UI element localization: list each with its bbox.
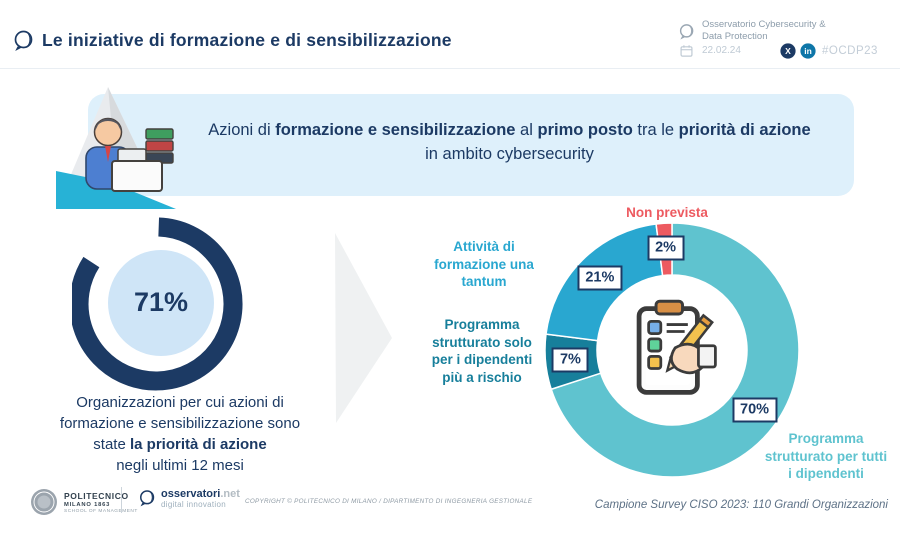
header: Le iniziative di formazione e di sensibi… [0,0,900,69]
politecnico-emblem-icon [31,489,57,515]
slice-label-dipendenti-rischio: Programma strutturato solo per i dipende… [431,317,533,385]
date-label: 22.02.24 [702,45,741,56]
osservatori-name: osservatori.net [161,488,240,500]
observatory-name-line2: Data Protection [702,30,768,42]
clipboard-checklist-icon [636,299,717,395]
observatory-logo-icon [679,24,694,40]
politecnico-line2: MILANO 1863 [64,502,111,508]
x-twitter-icon[interactable]: X [780,43,796,59]
gauge-chart-svg [72,217,243,391]
politecnico-logo: POLITECNICO MILANO 1863 SCHOOL OF MANAGE… [30,486,140,520]
observatory-name: Osservatorio Cybersecurity & Data Protec… [702,19,826,42]
osservatori-net-suffix: .net [220,488,240,500]
osservatori-footer-icon [140,490,155,507]
slice-percent-label: 21% [577,265,623,291]
calendar-icon [680,45,693,57]
hashtag-label: #OCDP23 [822,45,878,57]
arrow-right-icon [335,233,392,423]
footer-divider [121,487,122,513]
politecnico-line1: POLITECNICO [64,491,129,501]
politecnico-line3: SCHOOL OF MANAGEMENT [64,509,138,514]
osservatori-logo: osservatori.net digital innovation [138,487,248,517]
slice-percent-label: 70% [732,397,778,423]
donut-chart: 70% 7% 21% 2% [542,220,802,480]
gauge-value-label: 71% [133,287,189,317]
observatory-name-line1: Osservatorio Cybersecurity & [702,19,826,30]
brand-block: Osservatorio Cybersecurity & Data Protec… [676,16,888,62]
osservatori-tagline: digital innovation [161,500,226,509]
copyright-text: COPYRIGHT © POLITECNICO DI MILANO / DIPA… [245,498,533,505]
linkedin-icon[interactable]: in [800,43,816,59]
banner-text: Azioni di formazione e sensibilizzazione… [208,121,811,163]
svg-text:in: in [804,46,812,56]
politecnico-text: POLITECNICO MILANO 1863 SCHOOL OF MANAGE… [64,491,138,514]
gauge-arc [72,217,243,391]
gauge-caption: Organizzazioni per cui azioni di formazio… [59,394,301,474]
slice-label-non-prevista: Non prevista [626,205,708,220]
page-title: Le iniziative di formazione e di sensibi… [42,30,452,50]
slice-label-tutti-dipendenti: Programma strutturato per tutti i dipend… [764,431,888,481]
highlight-banner: Azioni di formazione e sensibilizzazione… [88,94,854,196]
slice-percent-label: 2% [647,235,685,261]
slice-percent-label: 7% [551,347,589,373]
osservatori-bubble-icon [14,30,33,51]
source-note: Campione Survey CISO 2023: 110 Grandi Or… [594,499,888,511]
slice-label-una-tantum: Attività di formazione una tantum [434,239,534,289]
person-at-desk-illustration [56,87,176,209]
gauge-inner-circle [108,250,214,356]
footer: POLITECNICO MILANO 1863 SCHOOL OF MANAGE… [0,480,900,540]
svg-text:X: X [785,46,791,56]
